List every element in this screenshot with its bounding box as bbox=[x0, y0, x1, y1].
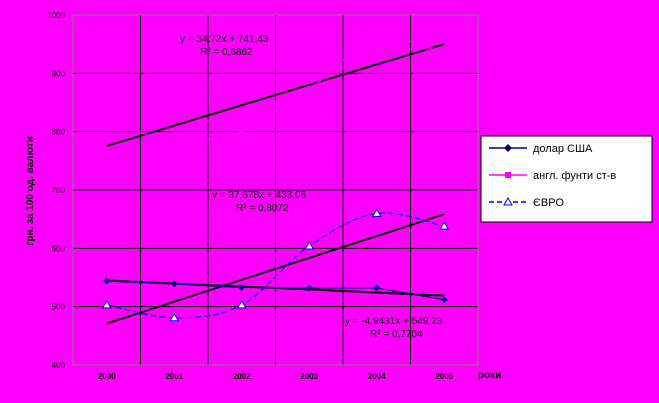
y-tick-label: 700 bbox=[52, 186, 66, 195]
data-point-s1-2 bbox=[238, 128, 245, 135]
x-tick-labels: 2000 2001 2002 2003 2004 2005 bbox=[98, 372, 454, 381]
trend-r2-dollar: R² = 0,7704 bbox=[370, 329, 423, 340]
y-tick-label: 900 bbox=[52, 69, 66, 78]
data-point-s2-2 bbox=[236, 299, 247, 309]
data-point-s2-5 bbox=[439, 221, 450, 230]
x-tick-label: 2001 bbox=[165, 372, 183, 381]
data-point-s0-3 bbox=[305, 284, 313, 292]
svg-text:англ. фунти ст-в: англ. фунти ст-в bbox=[533, 170, 616, 182]
series-markers bbox=[101, 26, 450, 322]
y-tick-labels: 400 500 600 700 800 900 1000 bbox=[47, 11, 65, 370]
trend-eq-pound: y = 34,72x + 741,43 bbox=[180, 34, 269, 45]
triangle-marker-icon bbox=[503, 196, 513, 206]
x-axis-title: роки bbox=[478, 370, 501, 381]
series-line-1 bbox=[106, 28, 445, 148]
data-point-s1-4 bbox=[373, 26, 380, 33]
trendline-series-2 bbox=[106, 213, 445, 325]
y-tick-label: 400 bbox=[52, 361, 66, 370]
y-tick-label: 1000 bbox=[47, 11, 65, 20]
x-tick-label: 2004 bbox=[368, 372, 386, 381]
data-point-s2-1 bbox=[169, 312, 180, 322]
data-point-s1-5 bbox=[441, 50, 448, 57]
data-point-s0-4 bbox=[373, 284, 381, 292]
legend-item-euro: ЄВРО bbox=[489, 196, 564, 209]
diamond-marker-icon bbox=[504, 144, 512, 152]
data-point-s0-2 bbox=[238, 283, 246, 291]
trend-r2-euro: R² = 0,8072 bbox=[236, 203, 289, 214]
trendline-series-1 bbox=[106, 43, 445, 147]
data-point-s0-0 bbox=[103, 277, 111, 285]
y-tick-label: 600 bbox=[52, 244, 66, 253]
square-marker-icon bbox=[505, 172, 511, 178]
x-tick-label: 2005 bbox=[435, 372, 453, 381]
trend-eq-euro: y = 37,678x + 433,06 bbox=[212, 190, 306, 201]
legend-item-pound: англ. фунти ст-в bbox=[489, 170, 616, 182]
data-point-s2-3 bbox=[304, 240, 315, 250]
series-line-2 bbox=[106, 212, 445, 319]
trend-r2-pound: R² = 0,6862 bbox=[200, 47, 253, 58]
series-line-0 bbox=[106, 280, 445, 301]
data-point-s0-1 bbox=[170, 280, 178, 288]
y-tick-label: 800 bbox=[52, 128, 66, 137]
data-point-s1-0 bbox=[103, 114, 110, 121]
data-point-s0-5 bbox=[440, 296, 448, 304]
trend-eq-dollar: y = -4,9431x + 549,23 bbox=[345, 316, 443, 327]
plot-area-frame bbox=[72, 14, 479, 366]
y-tick-label: 500 bbox=[52, 303, 66, 312]
legend-item-dollar: долар США bbox=[489, 143, 593, 155]
data-point-s1-3 bbox=[306, 87, 313, 94]
x-tick-label: 2003 bbox=[300, 372, 318, 381]
x-tick-label: 2000 bbox=[98, 372, 116, 381]
svg-text:ЄВРО: ЄВРО bbox=[533, 197, 564, 209]
data-point-s2-4 bbox=[371, 208, 382, 217]
legend: долар США англ. фунти ст-в ЄВРО bbox=[480, 135, 653, 223]
data-point-s2-0 bbox=[101, 299, 112, 309]
y-axis-title: грн. за 100 од. валюти bbox=[25, 136, 36, 246]
data-point-s1-1 bbox=[171, 143, 178, 150]
x-tick-label: 2002 bbox=[233, 372, 251, 381]
svg-text:долар США: долар США bbox=[533, 143, 593, 155]
series-lines bbox=[106, 28, 445, 319]
